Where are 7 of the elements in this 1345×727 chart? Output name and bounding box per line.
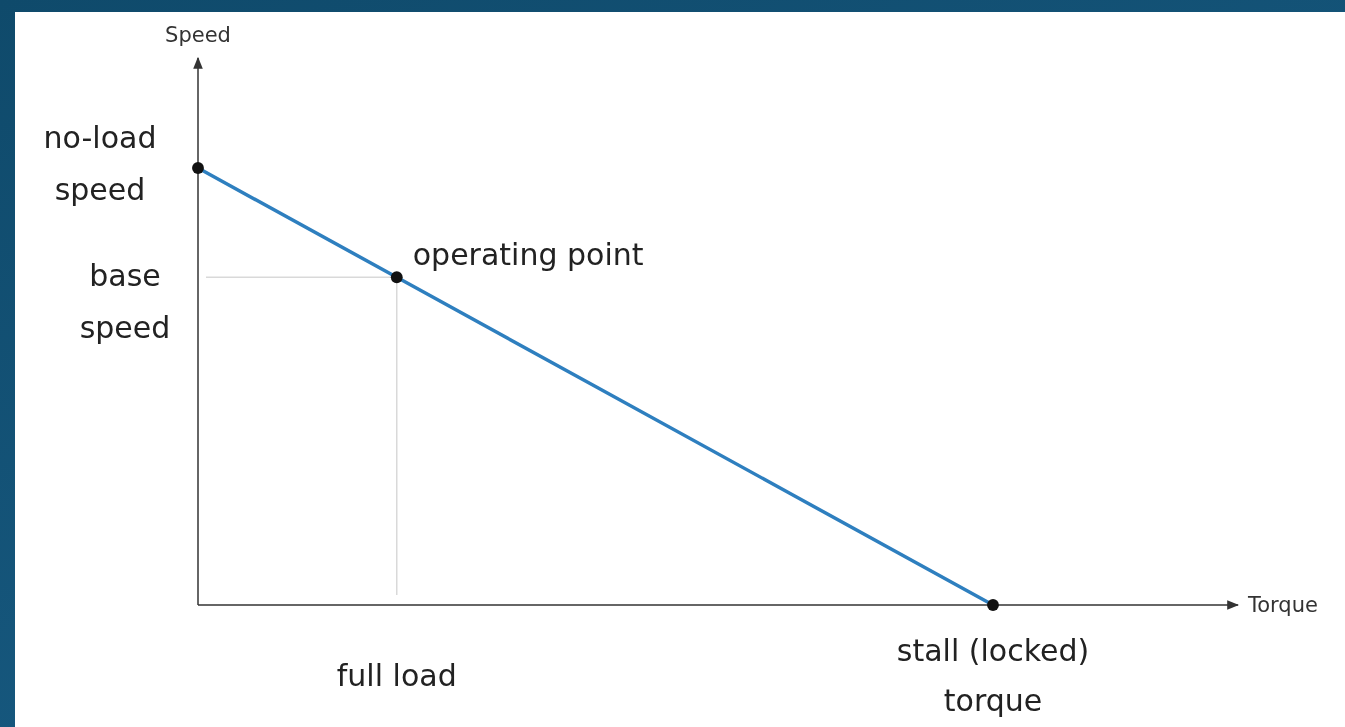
- x-tick-label: full load: [336, 657, 457, 693]
- text: Speed: [165, 23, 231, 48]
- ref-line-label: base speed: [79, 257, 171, 345]
- x-axis-title: Torque: [1247, 593, 1318, 617]
- text: no-load speed: [43, 119, 157, 207]
- annotation: operating point: [412, 237, 644, 273]
- x-tick-label: stall (locked) torque: [896, 632, 1090, 718]
